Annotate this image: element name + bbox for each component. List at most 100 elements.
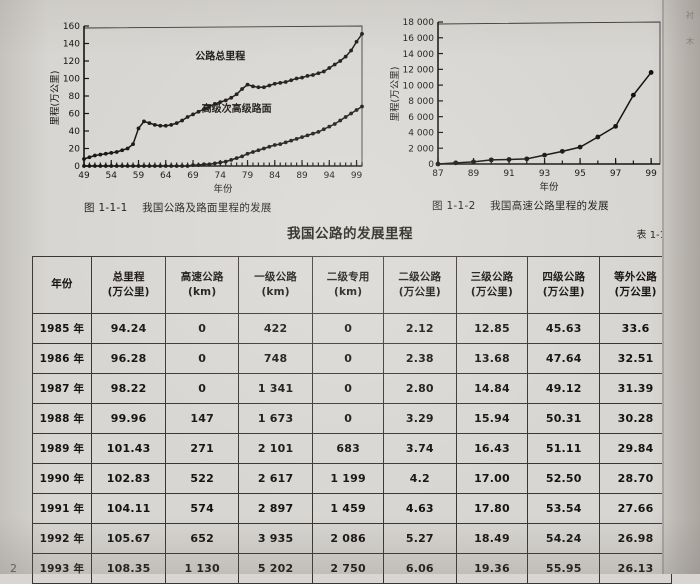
left-series-point: [169, 164, 174, 168]
left-series-point: [283, 80, 288, 84]
cell-value: 53.54: [527, 493, 601, 524]
left-series-point: [360, 104, 364, 109]
cell-value: 108.35: [90, 553, 167, 584]
left-series-point: [267, 144, 272, 149]
right-y-tick-label: 14 000: [403, 50, 435, 60]
left-series-point: [103, 151, 108, 156]
left-series-point: [360, 31, 364, 36]
left-series-point: [147, 164, 152, 168]
left-series-point: [114, 164, 119, 168]
left-series-point: [289, 138, 294, 143]
left-chart-plot: 0 20 40 60 80 100 120 140 160 49 54 59 64 69 74 79 84 89…: [50, 22, 364, 195]
cell-value: 51.11: [527, 433, 601, 464]
cell-value: 2 617: [237, 463, 314, 494]
left-series-point: [158, 123, 163, 128]
right-chart-plot: 0 2 000 4 000 6 000 8 000 10 000 12 000 14 000 1…: [390, 18, 661, 193]
left-series-point: [174, 164, 179, 168]
cell-value: 0: [312, 373, 385, 404]
cell-value: 94.24: [90, 313, 167, 344]
left-series-point: [212, 101, 217, 106]
cell-value: 30.28: [599, 403, 672, 434]
cell-value: 50.31: [527, 403, 601, 434]
left-series-point: [272, 81, 277, 86]
left-series-point: [327, 124, 332, 129]
left-series-point: [218, 160, 223, 165]
left-series-point: [196, 163, 201, 168]
left-series-point: [114, 150, 119, 154]
right-y-tick-label: 4 000: [408, 129, 434, 139]
left-series-point: [82, 157, 86, 161]
cell-value: 0: [312, 313, 385, 344]
cell-value: 101.43: [90, 433, 167, 464]
cell-value: 55.95: [527, 553, 601, 584]
left-series-point: [256, 85, 261, 90]
col-header-class2-special-l1: 二级专用: [326, 270, 370, 283]
cell-value: 683: [312, 433, 385, 464]
left-series-point: [354, 39, 359, 44]
left-series-point: [321, 69, 326, 74]
cell-value: 147: [165, 403, 239, 434]
left-series-point: [332, 122, 337, 126]
right-series-point: [559, 148, 565, 154]
col-header-class3-l1: 三级公路: [470, 270, 514, 283]
cell-value: 2.80: [383, 373, 457, 404]
col-header-total-l2: (万公里): [107, 286, 150, 298]
left-series-point: [109, 150, 114, 155]
left-series-point: [147, 121, 152, 126]
cell-year: 1989 年: [32, 433, 92, 464]
right-y-tick-label: 16 000: [403, 34, 435, 44]
cell-value: 2.38: [383, 343, 457, 374]
cell-value: 522: [165, 463, 239, 494]
left-series-line-1: [84, 105, 363, 167]
caption-figure-1-1-1: 图 1-1-1 我国公路及路面里程的发展: [84, 200, 272, 215]
table-row: 1988 年 99.96 147 1 673 0 3.29 15.94 50.31 30.28: [32, 403, 672, 434]
cell-value: 45.63: [527, 313, 601, 344]
table-row: 1991 年 104.11 574 2 897 1 459 4.63 17.80 53.54 2…: [32, 493, 672, 524]
left-series-point: [93, 164, 97, 168]
right-y-tick-label: 0: [428, 160, 434, 170]
right-series-point: [471, 159, 476, 165]
table-title: 我国公路的发展里程: [287, 226, 413, 242]
table-row: 1986 年 96.28 0 748 0 2.38 13.68 47.64 32.51: [32, 343, 672, 374]
left-series-point: [169, 122, 174, 127]
table-row: 1987 年 98.22 0 1 341 0 2.80 14.84 49.12 31.39: [32, 373, 672, 404]
left-series-point: [305, 73, 310, 78]
cell-year: 1988 年: [32, 403, 92, 434]
left-series-point: [131, 142, 135, 147]
left-series-label-1: 高级次高级路面: [202, 102, 272, 115]
figure-1-1-2: 0 2 000 4 000 6 000 8 000 10 000 12 000 14 000 1…: [386, 6, 676, 196]
right-series-point: [613, 123, 618, 129]
right-x-tick-label: 91: [503, 169, 514, 179]
left-series-point: [223, 98, 228, 103]
left-x-tick-label: 84: [269, 171, 281, 181]
left-x-tick-label: 94: [324, 171, 336, 181]
right-x-tick-label: 97: [610, 169, 621, 179]
cell-value: 422: [237, 313, 314, 344]
table-row: 1985 年 94.24 0 422 0 2.12 12.85 45.63 33.6: [32, 313, 672, 344]
cell-value: 28.70: [599, 463, 672, 494]
left-series-point: [120, 148, 125, 153]
right-series-point: [506, 157, 512, 162]
col-header-class4-l1: 四级公路: [542, 270, 586, 283]
cell-value: 748: [237, 343, 314, 374]
left-y-tick-label: 20: [69, 145, 81, 155]
cell-year: 1987 年: [32, 373, 92, 404]
left-series-point: [109, 164, 114, 168]
right-series-point: [453, 160, 459, 166]
col-header-substandard-l2: (万公里): [614, 286, 657, 298]
left-series-point: [327, 66, 332, 70]
col-header-total: 总里程 (万公里): [90, 256, 167, 314]
cell-value: 17.00: [455, 463, 529, 494]
cell-value: 1 341: [237, 373, 314, 404]
caption-1-number: 图 1-1-1: [84, 202, 128, 214]
left-y-tick-label: 120: [63, 57, 80, 67]
caption-1-text: 我国公路及路面里程的发展: [142, 202, 272, 214]
left-series-point: [120, 164, 125, 168]
left-series-point: [229, 157, 234, 162]
left-series-point: [125, 164, 130, 168]
cell-value: 17.80: [455, 493, 529, 524]
table-body: 1985 年 94.24 0 422 0 2.12 12.85 45.63 33.6 1986 年…: [32, 313, 672, 584]
left-series-point: [158, 164, 163, 168]
col-header-class1-l1: 一级公路: [254, 270, 297, 283]
right-x-tick-label: 95: [574, 169, 585, 179]
